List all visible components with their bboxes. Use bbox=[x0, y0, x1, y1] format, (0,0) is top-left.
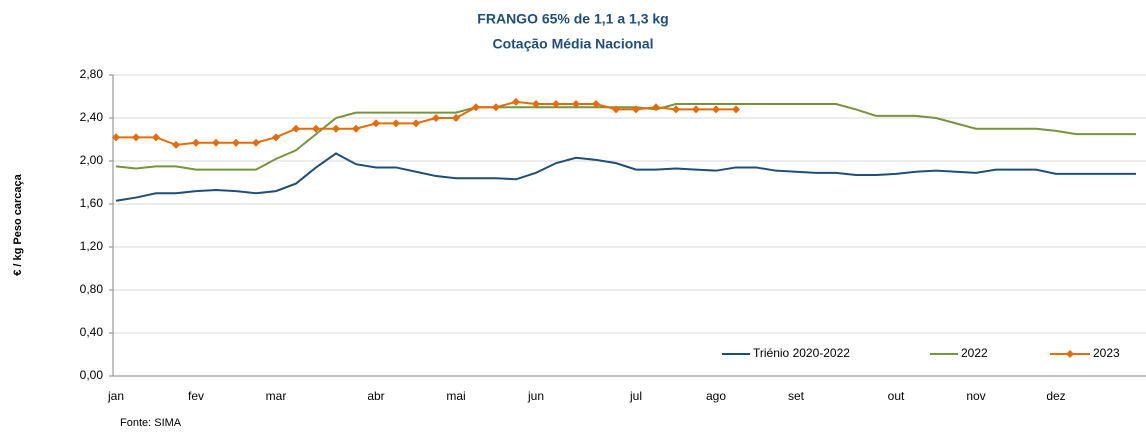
point bbox=[612, 105, 620, 114]
chart-title: FRANGO 65% de 1,1 a 1,3 kg bbox=[477, 11, 668, 27]
point bbox=[192, 138, 200, 147]
x-tick-label: abr bbox=[367, 389, 384, 403]
point bbox=[412, 119, 420, 128]
x-tick-label: jan bbox=[107, 389, 124, 403]
legend-label: Triénio 2020-2022 bbox=[753, 346, 850, 360]
point bbox=[532, 100, 540, 109]
point bbox=[632, 105, 640, 114]
y-tick-label: 1,60 bbox=[80, 196, 104, 210]
series-line bbox=[115, 152, 1136, 202]
x-tick-label: jun bbox=[527, 389, 544, 403]
point bbox=[252, 138, 260, 147]
point bbox=[672, 105, 680, 114]
point bbox=[212, 138, 220, 147]
legend-label: 2022 bbox=[961, 346, 988, 360]
y-tick-label: 0,40 bbox=[80, 325, 104, 339]
point bbox=[572, 100, 580, 109]
y-tick-label: 2,40 bbox=[80, 110, 104, 124]
legend-marker bbox=[1066, 350, 1074, 358]
point bbox=[312, 124, 320, 133]
point bbox=[152, 133, 160, 142]
point bbox=[352, 124, 360, 133]
x-tick-label: set bbox=[788, 389, 805, 403]
point bbox=[712, 105, 720, 114]
point bbox=[492, 103, 500, 112]
point bbox=[732, 105, 740, 114]
series-line bbox=[115, 103, 1136, 171]
x-tick-label: mai bbox=[446, 389, 465, 403]
x-tick-label: jul bbox=[629, 389, 642, 403]
point bbox=[552, 100, 560, 109]
point bbox=[112, 133, 120, 142]
chart-subtitle: Cotação Média Nacional bbox=[492, 36, 653, 52]
y-tick-label: 2,80 bbox=[80, 67, 104, 81]
point bbox=[692, 105, 700, 114]
x-tick-label: fev bbox=[188, 389, 204, 403]
x-tick-label: out bbox=[888, 389, 905, 403]
point bbox=[372, 119, 380, 128]
point bbox=[272, 133, 280, 142]
series-line bbox=[116, 100, 736, 146]
y-tick-label: 1,20 bbox=[80, 239, 104, 253]
point bbox=[432, 114, 440, 122]
y-axis-label: € / kg Peso carcaça bbox=[12, 173, 24, 275]
point bbox=[472, 103, 480, 112]
point bbox=[332, 124, 340, 133]
point bbox=[392, 119, 400, 128]
x-tick-label: nov bbox=[966, 389, 985, 403]
point bbox=[232, 138, 240, 147]
y-tick-label: 0,80 bbox=[80, 282, 104, 296]
y-tick-label: 0,00 bbox=[80, 368, 104, 382]
x-tick-label: mar bbox=[266, 389, 287, 403]
point bbox=[172, 140, 180, 149]
legend-label: 2023 bbox=[1093, 346, 1120, 360]
point bbox=[592, 100, 600, 109]
point bbox=[292, 124, 300, 133]
source: Fonte: SIMA bbox=[120, 417, 182, 429]
y-tick-label: 2,00 bbox=[80, 153, 104, 167]
x-tick-label: dez bbox=[1046, 389, 1065, 403]
point bbox=[512, 97, 520, 106]
x-tick-label: ago bbox=[706, 389, 726, 403]
point bbox=[132, 133, 140, 142]
point bbox=[652, 103, 660, 112]
point bbox=[452, 114, 460, 122]
